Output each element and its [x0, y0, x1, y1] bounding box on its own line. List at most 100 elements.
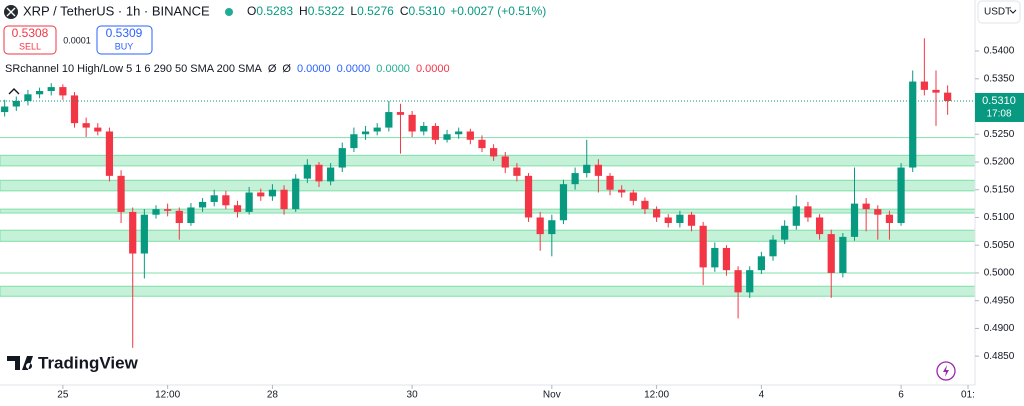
- ohlc-label: H: [299, 4, 308, 18]
- collapse-toggle[interactable]: [8, 88, 20, 95]
- symbol-title[interactable]: XRP / TetherUS · 1h · BINANCE: [23, 3, 210, 18]
- candle-body: [82, 123, 90, 128]
- x-tick-label: Nov: [543, 390, 561, 401]
- sr-zone: [0, 208, 976, 214]
- y-tick-label: 0.5350: [984, 73, 1015, 84]
- candle-body: [676, 214, 684, 224]
- ohlc-value: 0.5283: [256, 4, 293, 18]
- last-price-badge: [975, 92, 1024, 122]
- candle-body: [652, 209, 661, 218]
- candle-body: [850, 203, 859, 237]
- y-tick-label: 0.5400: [984, 46, 1015, 57]
- candle-body: [338, 148, 346, 168]
- candle-body: [478, 139, 486, 149]
- candle-body: [361, 131, 370, 135]
- candle-body: [548, 220, 556, 235]
- candle-body: [839, 236, 847, 273]
- candle-body: [280, 189, 288, 210]
- candle-body: [862, 203, 870, 210]
- candle-body: [198, 201, 207, 208]
- plot-area: [0, 38, 976, 348]
- candle-body: [559, 184, 568, 221]
- candle-body: [513, 167, 521, 176]
- candle-body: [257, 192, 265, 197]
- indicator-legend[interactable]: SRchannel 10 High/Low 5 1 6 290 50 SMA 2…: [5, 63, 450, 75]
- candle-body: [618, 189, 626, 193]
- candle-body: [885, 214, 894, 224]
- candle-body: [315, 164, 323, 182]
- candle-body: [501, 156, 509, 168]
- candle-body: [70, 95, 79, 124]
- candle-body: [117, 175, 125, 212]
- market-status[interactable]: [225, 8, 233, 16]
- y-tick-label: 0.4950: [984, 295, 1015, 306]
- candle-body: [757, 256, 765, 271]
- logo-mark: [7, 356, 33, 370]
- candle-body: [187, 207, 195, 224]
- sell-button[interactable]: [3, 25, 57, 55]
- candle-body: [1, 106, 9, 113]
- candle-body: [327, 167, 335, 182]
- y-tick-label: 0.4850: [984, 351, 1015, 362]
- buy-button[interactable]: [96, 25, 153, 55]
- candle-body: [687, 214, 696, 226]
- indicator-value: 0.0000: [337, 63, 371, 75]
- watermark[interactable]: TradingView: [38, 353, 139, 372]
- candle-body: [105, 131, 114, 176]
- candle-body: [932, 89, 940, 93]
- candle-body: [827, 234, 835, 273]
- price-axis-panel: [975, 0, 1024, 406]
- candle-body: [140, 214, 148, 254]
- indicator-name: SRchannel 10 High/Low 5 1 6 290 50 SMA 2…: [5, 63, 262, 75]
- indicator-flag: Ø: [268, 63, 277, 75]
- symbol-icon-glyph: [6, 7, 16, 17]
- candle-body: [769, 239, 777, 257]
- candle-body: [897, 167, 905, 224]
- candle-body: [874, 209, 882, 215]
- candle-body: [629, 192, 637, 201]
- candle-body: [909, 81, 917, 168]
- ohlc-value: 0.5276: [357, 4, 394, 18]
- candle-body: [59, 87, 67, 96]
- candle-body: [571, 173, 579, 185]
- candle-body: [746, 270, 754, 293]
- sr-zone: [0, 154, 976, 167]
- buy-price: 0.5309: [106, 26, 143, 40]
- candle-body: [268, 189, 277, 197]
- candle-body: [781, 225, 789, 240]
- x-tick-label: 12:00: [644, 390, 669, 401]
- candle-body: [466, 131, 474, 140]
- currency-caret: [1009, 9, 1017, 14]
- price-change: +0.0027 (+0.51%): [450, 4, 546, 18]
- x-tick-label: 4: [759, 390, 765, 401]
- candle-body: [385, 112, 393, 128]
- countdown: 17:08: [986, 109, 1011, 120]
- y-tick-label: 0.5050: [984, 240, 1015, 251]
- axes: 0.54000.53500.53000.52500.52000.51500.51…: [57, 46, 1014, 401]
- y-tick-label: 0.5200: [984, 157, 1015, 168]
- candle-body: [455, 131, 463, 135]
- y-tick-label: 0.5000: [984, 268, 1015, 279]
- candle-body: [164, 209, 172, 211]
- alert-icon-glyph: [943, 365, 949, 377]
- candle-body: [350, 134, 358, 149]
- candle-body: [443, 134, 451, 140]
- last-price-label: 0.5310: [982, 95, 1016, 107]
- sr-zone: [0, 179, 976, 192]
- x-tick-label: 28: [267, 390, 279, 401]
- candle-body: [711, 247, 719, 268]
- currency-select[interactable]: [977, 0, 1021, 24]
- candle-body: [210, 195, 218, 202]
- candle-body: [699, 225, 707, 268]
- indicator-value: 0.0000: [416, 63, 450, 75]
- candle-body: [606, 175, 614, 190]
- candle-body: [129, 211, 137, 254]
- candle-body: [722, 247, 731, 271]
- candle-body: [420, 125, 428, 132]
- candle-body: [35, 90, 44, 95]
- sr-zone: [0, 285, 976, 297]
- x-tick-label: 01:: [961, 390, 975, 401]
- candle-body: [12, 100, 20, 107]
